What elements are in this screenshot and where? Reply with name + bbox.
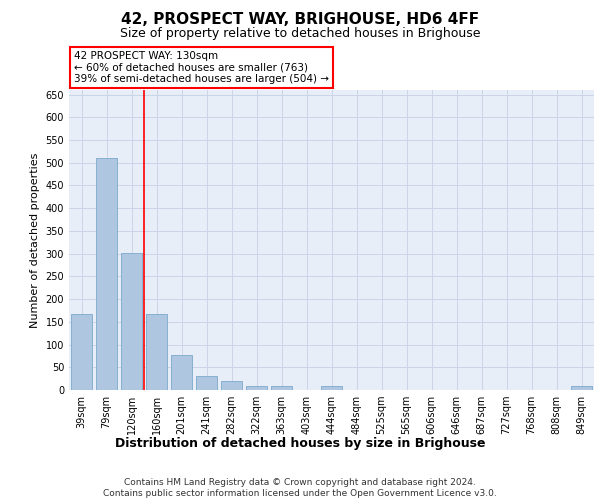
Bar	[121, 252, 142, 390]
Bar	[271, 386, 292, 390]
Bar	[146, 314, 167, 390]
Bar	[196, 376, 217, 390]
Bar	[171, 354, 192, 390]
Y-axis label: Number of detached properties: Number of detached properties	[30, 152, 40, 328]
Text: Contains HM Land Registry data © Crown copyright and database right 2024.
Contai: Contains HM Land Registry data © Crown c…	[103, 478, 497, 498]
Bar	[96, 158, 117, 390]
Text: Size of property relative to detached houses in Brighouse: Size of property relative to detached ho…	[120, 28, 480, 40]
Bar	[321, 386, 342, 390]
Text: Distribution of detached houses by size in Brighouse: Distribution of detached houses by size …	[115, 438, 485, 450]
Bar	[71, 314, 92, 390]
Text: 42 PROSPECT WAY: 130sqm
← 60% of detached houses are smaller (763)
39% of semi-d: 42 PROSPECT WAY: 130sqm ← 60% of detache…	[74, 51, 329, 84]
Bar	[221, 381, 242, 390]
Bar	[571, 386, 592, 390]
Bar	[246, 386, 267, 390]
Text: 42, PROSPECT WAY, BRIGHOUSE, HD6 4FF: 42, PROSPECT WAY, BRIGHOUSE, HD6 4FF	[121, 12, 479, 28]
